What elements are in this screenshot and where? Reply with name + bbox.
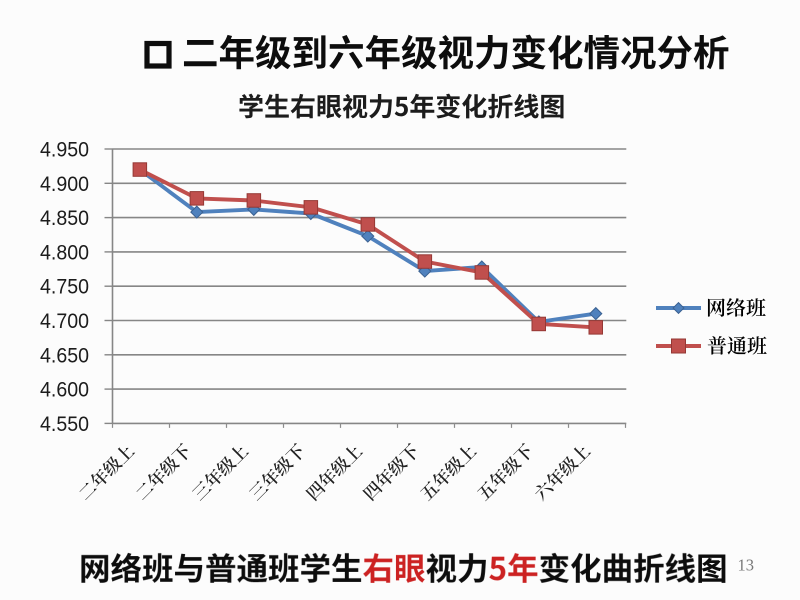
svg-text:4.650: 4.650 — [40, 344, 89, 367]
svg-text:4.700: 4.700 — [40, 310, 89, 333]
svg-text:4.900: 4.900 — [40, 173, 89, 196]
svg-text:4.800: 4.800 — [40, 241, 89, 264]
svg-text:13: 13 — [738, 556, 755, 575]
svg-text:4.950: 4.950 — [40, 139, 89, 162]
svg-text:4.750: 4.750 — [40, 276, 89, 299]
svg-text:4.850: 4.850 — [40, 207, 89, 230]
svg-text:4.550: 4.550 — [40, 413, 89, 436]
svg-text:4.600: 4.600 — [40, 379, 89, 402]
